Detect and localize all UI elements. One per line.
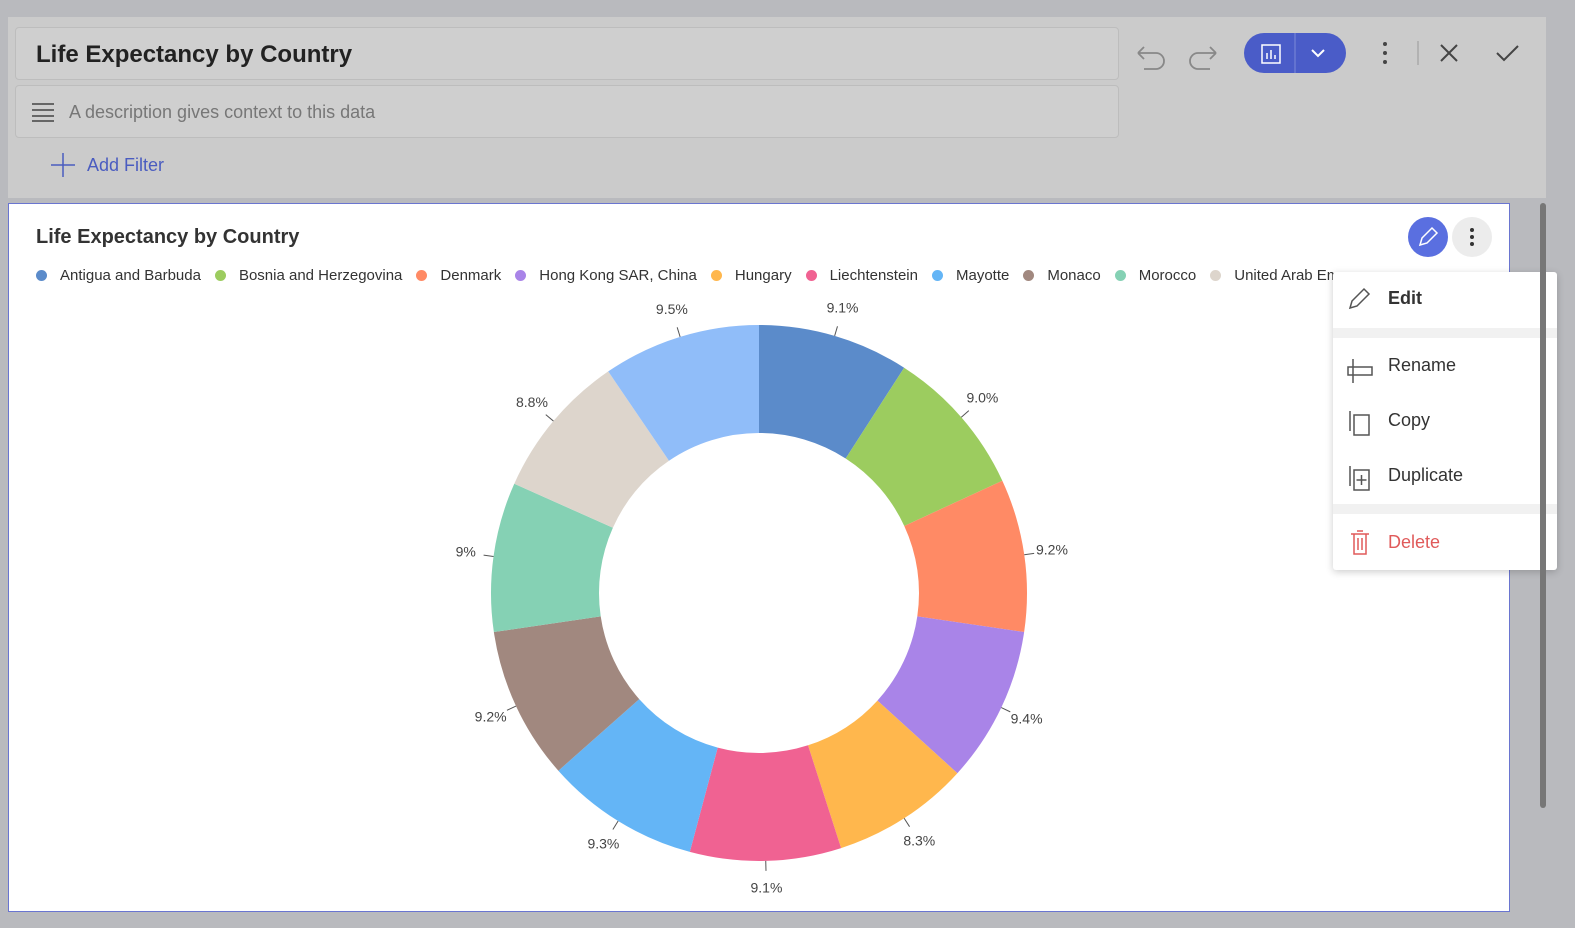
- data-label: 8.8%: [516, 394, 548, 410]
- data-label: 9.3%: [587, 836, 619, 852]
- legend-text: Antigua and Barbuda: [60, 267, 201, 284]
- title-text: Life Expectancy by Country: [36, 41, 353, 68]
- legend-marker: [805, 270, 817, 281]
- description-text: A description gives context to this data: [69, 102, 376, 122]
- slice: [491, 483, 613, 633]
- slice: [493, 616, 640, 771]
- legend-item[interactable]: Morocco: [1114, 267, 1197, 284]
- legend-marker: [1023, 270, 1035, 281]
- legend-marker: [710, 270, 722, 281]
- leader-line: [483, 554, 494, 557]
- legend-text: Morocco: [1138, 267, 1197, 284]
- leader-line: [960, 410, 970, 418]
- legend-text: Hungary: [734, 267, 792, 284]
- legend-text: Hong Kong SAR, China: [539, 267, 697, 284]
- leader-line: [612, 820, 619, 830]
- scrollbar[interactable]: [1540, 203, 1546, 808]
- data-label: 9.2%: [475, 709, 507, 725]
- description-icon: [32, 103, 54, 122]
- confirm[interactable]: [1496, 45, 1519, 62]
- data-label: 9.0%: [966, 390, 998, 406]
- slice: [877, 616, 1025, 774]
- legend-text: Denmark: [440, 267, 502, 284]
- legend-marker: [931, 270, 943, 281]
- chart-icon: [1261, 44, 1281, 64]
- slice: [608, 325, 759, 461]
- slice: [808, 700, 958, 849]
- title-input[interactable]: Life Expectancy by Country: [15, 27, 1119, 80]
- leader-line: [903, 818, 910, 827]
- data-label: 9.4%: [1011, 710, 1043, 726]
- legend-text: Monaco: [1047, 267, 1101, 284]
- legend-marker: [515, 270, 527, 281]
- slice: [689, 745, 842, 861]
- slice: [558, 699, 718, 852]
- legend-item[interactable]: Bosnia and Herzegovina: [214, 267, 403, 284]
- widget-title: Life Expectancy by Country: [36, 226, 300, 248]
- legend-marker: [36, 270, 47, 281]
- undo[interactable]: [1137, 46, 1165, 70]
- leader-line: [1001, 707, 1011, 713]
- leader-line: [506, 705, 517, 711]
- menu-icons: [1347, 287, 1373, 555]
- close[interactable]: [1440, 44, 1458, 62]
- widget-actions: [1408, 217, 1492, 257]
- leader-line: [545, 414, 554, 422]
- legend-item[interactable]: Liechtenstein: [805, 267, 918, 284]
- leader-line: [1024, 552, 1035, 556]
- legend-text: Mayotte: [955, 267, 1010, 284]
- redo[interactable]: [1189, 46, 1217, 70]
- menu-item[interactable]: Duplicate: [1388, 465, 1464, 485]
- legend-marker: [416, 270, 428, 281]
- data-label: 9.5%: [656, 301, 688, 317]
- legend-text: Liechtenstein: [829, 267, 918, 284]
- leader-line: [676, 327, 681, 338]
- legend: Antigua and Barbuda Bosnia and Herzegovin…: [36, 267, 1334, 289]
- data-label: 9.2%: [1036, 541, 1068, 557]
- legend-text: Bosnia and Herzegovina: [238, 267, 403, 284]
- slice: [904, 480, 1027, 633]
- legend-item[interactable]: Antigua and Barbuda: [36, 267, 201, 284]
- add-filter-text: Add Filter: [87, 154, 165, 175]
- legend-text: United Arab Emirates: [1234, 267, 1334, 284]
- legend-item[interactable]: Hong Kong SAR, China: [515, 267, 697, 284]
- dropdown-icon[interactable]: [1311, 49, 1325, 58]
- toolbar: [1137, 33, 1519, 73]
- donut-chart: 9.1% 9.0% 9.2% 9.4% 8.3% 9.1% 9.3% 9.2% 9% 8.8% 9.…: [456, 300, 1068, 896]
- legend-marker: [1114, 270, 1126, 281]
- slice: [514, 371, 669, 528]
- menu-item[interactable]: Copy: [1388, 410, 1431, 430]
- data-label: 9%: [456, 543, 476, 559]
- data-label: 9.1%: [827, 300, 859, 316]
- leader-line: [834, 326, 838, 337]
- legend-marker: [1210, 270, 1222, 281]
- legend-item[interactable]: Hungary: [710, 267, 792, 284]
- data-label: 8.3%: [903, 833, 935, 849]
- legend-item[interactable]: Denmark: [416, 267, 501, 284]
- menu-item[interactable]: Delete: [1388, 532, 1441, 552]
- menu-item[interactable]: Rename: [1388, 355, 1457, 375]
- data-label: 9.1%: [750, 880, 782, 896]
- context-menu: [1333, 272, 1557, 570]
- menu-item[interactable]: Edit: [1388, 288, 1422, 308]
- slice: [845, 367, 1003, 526]
- legend-item[interactable]: Mayotte: [931, 267, 1010, 284]
- legend-item[interactable]: United Arab Emirates: [1210, 267, 1334, 284]
- legend-item[interactable]: Monaco: [1023, 267, 1101, 284]
- add-filter[interactable]: Add Filter: [50, 152, 164, 178]
- plus-icon: [51, 153, 75, 177]
- description-input[interactable]: A description gives context to this data: [15, 85, 1119, 138]
- edit-button[interactable]: [1408, 217, 1448, 257]
- legend-marker: [214, 270, 226, 281]
- slice: [759, 325, 905, 459]
